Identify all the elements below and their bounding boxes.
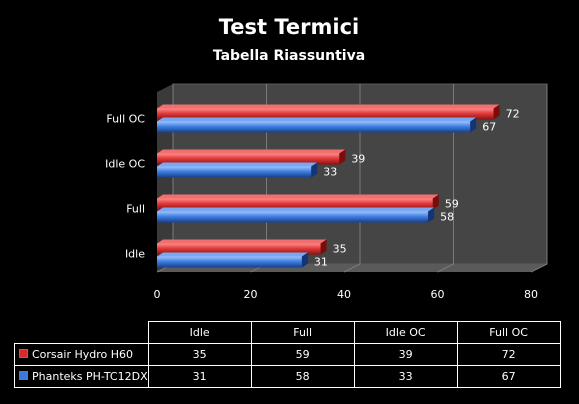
table-cell: 39 (353, 343, 458, 366)
y-category-label: Idle OC (105, 158, 145, 171)
table-cell: 58 (250, 365, 355, 388)
table-header-row: Idle Full Idle OC Full OC (15, 321, 561, 344)
table-row-header: Phanteks PH-TC12DX (14, 365, 149, 388)
bar-end (339, 149, 346, 165)
table-row-header: Corsair Hydro H60 (14, 343, 149, 366)
x-tick-label: 40 (337, 288, 351, 301)
bar (157, 211, 429, 223)
bar-top (157, 117, 477, 122)
data-label: 59 (445, 198, 459, 211)
bar (157, 153, 340, 165)
data-label: 35 (333, 243, 347, 256)
table-corner (15, 322, 149, 344)
gridline-floor (437, 263, 454, 273)
data-label: 67 (482, 121, 496, 134)
bar-top (157, 104, 500, 109)
x-tick-label: 20 (244, 288, 258, 301)
data-label: 39 (351, 153, 365, 166)
bars (157, 104, 500, 268)
table-col-header: Full (250, 321, 355, 344)
table-col-header: Full OC (456, 321, 561, 344)
bar-end (432, 194, 439, 210)
bar-top (157, 207, 435, 212)
data-label: 31 (314, 256, 328, 269)
table-cell: 67 (456, 365, 561, 388)
table-row: Corsair Hydro H60 35 59 39 72 (14, 343, 561, 366)
bar-top (157, 252, 308, 257)
bar-end (470, 117, 477, 133)
table-col-header: Idle OC (353, 321, 458, 344)
series-name: Corsair Hydro H60 (32, 348, 134, 361)
table-col-header: Idle (147, 321, 252, 344)
data-label: 72 (506, 108, 520, 121)
bar (157, 256, 302, 268)
bar (157, 121, 471, 133)
bar-end (320, 239, 327, 255)
chart-title: Test Termici (219, 15, 360, 39)
data-table: Idle Full Idle OC Full OC Corsair Hydro … (14, 321, 561, 388)
bar-end (428, 207, 435, 223)
x-tick-label: 60 (431, 288, 445, 301)
chart-subtitle: Tabella Riassuntiva (213, 48, 365, 64)
bar (157, 166, 312, 178)
x-tick-label: 0 (154, 288, 161, 301)
series-name: Phanteks PH-TC12DX (32, 370, 148, 383)
bar-end (493, 104, 500, 120)
legend-swatch-red (19, 349, 28, 358)
table-row: Phanteks PH-TC12DX 31 58 33 67 (14, 365, 561, 388)
bar (157, 108, 494, 120)
bar-top (157, 239, 327, 244)
bar-top (157, 149, 346, 154)
gridline-floor (343, 263, 361, 273)
bar (157, 198, 433, 210)
data-label: 58 (440, 211, 454, 224)
y-category-label: Full OC (106, 113, 145, 126)
bar-end (301, 252, 308, 268)
table-cell: 31 (147, 365, 252, 388)
bar-end (311, 162, 318, 178)
bar (157, 243, 321, 255)
table-cell: 35 (147, 343, 252, 366)
gridline-floor (530, 263, 548, 273)
y-category-label: Full (126, 203, 145, 216)
x-tick-label: 80 (524, 288, 538, 301)
table-cell: 72 (456, 343, 561, 366)
bar-top (157, 194, 439, 199)
table-cell: 33 (353, 365, 458, 388)
legend-swatch-blue (19, 371, 28, 380)
data-label: 33 (323, 166, 337, 179)
bar-chart: Test Termici Tabella Riassuntiva 0 20 40 60… (105, 15, 548, 302)
y-category-label: Idle (125, 248, 145, 261)
table-cell: 59 (250, 343, 355, 366)
bar-top (157, 162, 318, 167)
